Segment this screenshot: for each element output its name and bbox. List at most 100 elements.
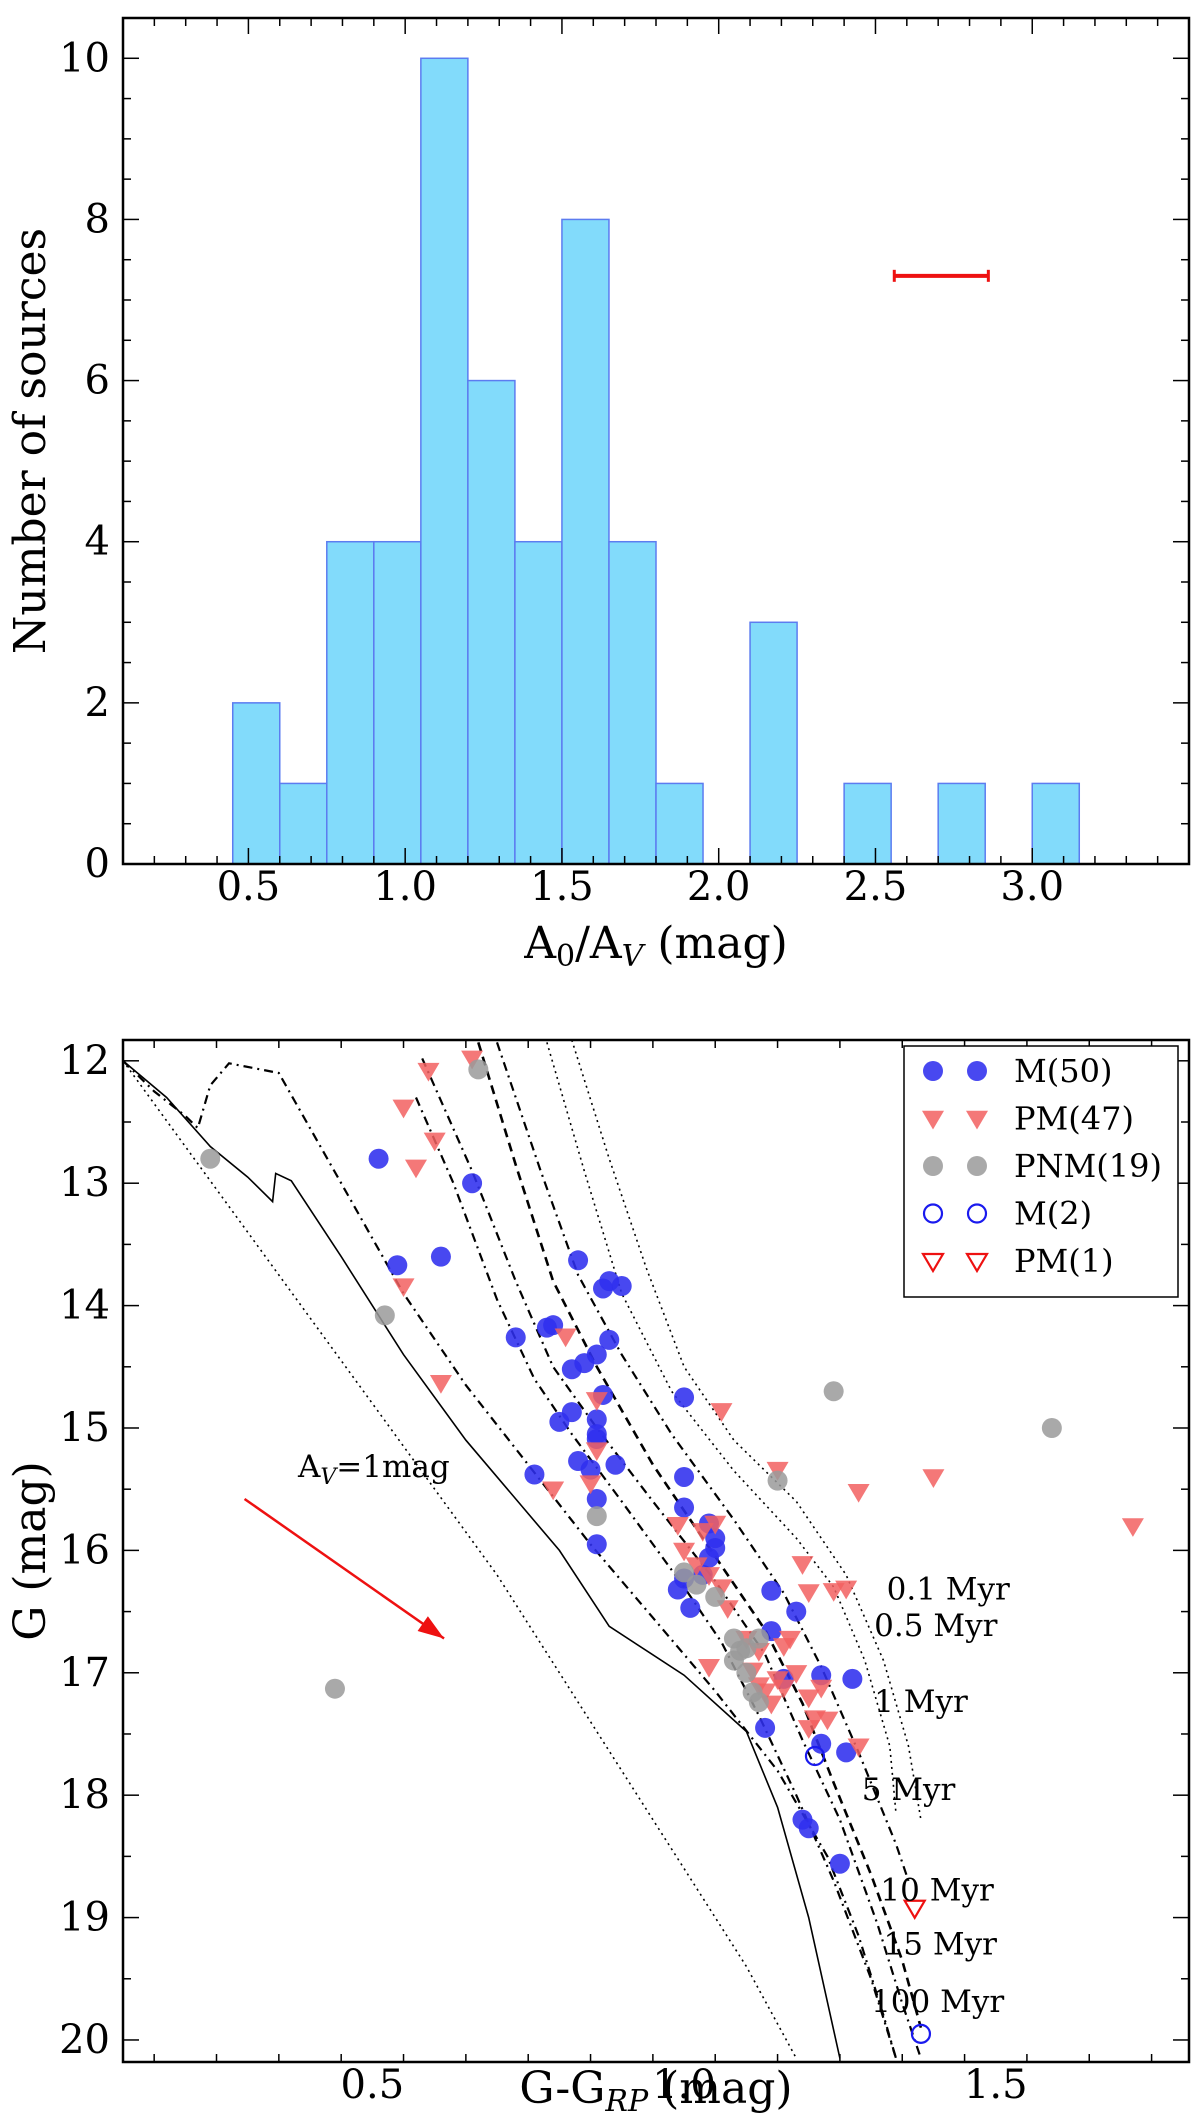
legend-marker	[921, 1252, 945, 1274]
legend-marker	[967, 1156, 987, 1176]
point-pm47	[835, 1580, 858, 1600]
point-pnm19	[705, 1586, 726, 1607]
cmd-frame	[121, 1038, 1191, 2064]
cmd-tick-labels: 0.5 1.0 1.5 12 13 14 15 16 17 18 19 20	[59, 1038, 1027, 2108]
histogram-bar	[608, 540, 657, 865]
legend-marker	[966, 1110, 988, 1130]
point-pm47	[822, 1583, 845, 1602]
histogram-bar	[279, 782, 328, 865]
legend-label: PM(47)	[1014, 1100, 1134, 1138]
point-pm47	[423, 1132, 446, 1152]
point-pm1	[902, 1899, 927, 1920]
point-pnm19	[723, 1650, 744, 1671]
point-pnm19	[823, 1381, 844, 1402]
histogram-bar	[514, 540, 563, 865]
histogram-panel: 0.5 1.0 1.5 2.0 2.5 3.0 0 2 4 6 8 10 Number of sour…	[5, 16, 1191, 974]
point-pnm19	[748, 1628, 769, 1649]
legend-marker	[923, 1156, 943, 1176]
point-pm47	[797, 1689, 820, 1709]
histogram-ylabel: Number of sources	[5, 228, 56, 654]
point-pm47	[429, 1375, 452, 1394]
point-pnm19	[686, 1574, 707, 1595]
x-tick-label: 3.0	[1000, 864, 1064, 910]
point-pnm19	[374, 1305, 395, 1326]
point-pm47	[585, 1442, 608, 1462]
histogram-bar	[749, 621, 798, 865]
point-pm47	[554, 1328, 577, 1348]
point-pm47	[691, 1523, 714, 1542]
point-pm47	[785, 1665, 808, 1684]
histogram-bars	[231, 57, 1081, 865]
legend-marker	[966, 1203, 988, 1224]
y-tick-label: 20	[59, 2017, 110, 2063]
point-pnm19	[468, 1059, 489, 1080]
point-m50	[430, 1246, 451, 1267]
point-pm47	[417, 1062, 440, 1082]
isochrone-upper-envelope	[571, 1040, 922, 1820]
legend-marker	[923, 1061, 943, 1081]
legend-label: PNM(19)	[1014, 1147, 1162, 1185]
y-tick-label: 2	[85, 680, 110, 726]
point-m50	[836, 1742, 857, 1763]
point-m50	[524, 1464, 545, 1485]
y-tick-label: 15	[59, 1405, 110, 1451]
point-pm47	[697, 1658, 720, 1678]
point-m50	[680, 1597, 701, 1618]
point-m50	[568, 1250, 589, 1271]
point-m50	[586, 1534, 607, 1555]
y-tick-label: 0	[85, 841, 110, 887]
isochrone-label: 0.1 Myr	[887, 1571, 1010, 1607]
isochrone-label: 0.5 Myr	[874, 1608, 997, 1644]
point-m50	[786, 1601, 807, 1622]
point-pm47	[816, 1711, 839, 1731]
x-tick-label: 1.5	[964, 2062, 1028, 2108]
y-tick-label: 4	[85, 519, 110, 565]
legend-label: M(50)	[1014, 1052, 1112, 1090]
point-m50	[605, 1454, 626, 1475]
point-pm47	[392, 1099, 415, 1119]
point-pnm19	[736, 1662, 757, 1683]
point-m50	[761, 1580, 782, 1601]
y-tick-label: 17	[59, 1650, 110, 1696]
point-pnm19	[586, 1506, 607, 1527]
isochrone-label: 5 Myr	[862, 1772, 956, 1808]
histogram-xlabel: A0/AV (mag)	[523, 918, 788, 974]
y-tick-label: 12	[59, 1038, 110, 1084]
y-tick-label: 19	[59, 1895, 110, 1941]
histogram-bar	[655, 782, 704, 865]
point-m50	[705, 1537, 726, 1558]
y-tick-label: 18	[59, 1772, 110, 1818]
point-m50	[387, 1255, 408, 1276]
histogram-bar	[326, 540, 375, 865]
error-bar	[892, 269, 990, 282]
legend-box	[903, 1045, 1179, 1298]
cmd-ticks	[123, 1040, 1189, 2062]
y-tick-label: 16	[59, 1527, 110, 1573]
x-tick-label: 0.5	[217, 864, 281, 910]
point-m2	[910, 2023, 932, 2044]
isochrone-0.1-myr	[546, 1042, 897, 1814]
point-pm47	[697, 1567, 720, 1586]
reddening-arrow-head	[417, 1616, 445, 1639]
point-pnm19	[748, 1692, 769, 1713]
histogram-bar	[420, 57, 469, 865]
histogram-bar	[937, 782, 986, 865]
point-m50	[811, 1733, 832, 1754]
point-pm47	[585, 1392, 608, 1411]
legend-marker	[922, 1203, 944, 1224]
histogram-bar	[467, 379, 516, 865]
y-tick-label: 14	[59, 1283, 110, 1329]
point-m50	[586, 1409, 607, 1430]
point-m50	[611, 1276, 632, 1297]
histogram-frame	[121, 16, 1191, 866]
reddening-label: AV=1mag	[297, 1449, 450, 1490]
point-pm47	[797, 1720, 820, 1739]
legend-marker	[922, 1110, 944, 1130]
point-pm47	[1121, 1518, 1144, 1537]
point-m50	[505, 1327, 526, 1348]
histogram-bar	[561, 218, 610, 865]
histogram-tick-labels: 0.5 1.0 1.5 2.0 2.5 3.0 0 2 4 6 8 10	[59, 35, 1064, 910]
point-m50	[599, 1329, 620, 1350]
legend-marker	[967, 1061, 987, 1081]
